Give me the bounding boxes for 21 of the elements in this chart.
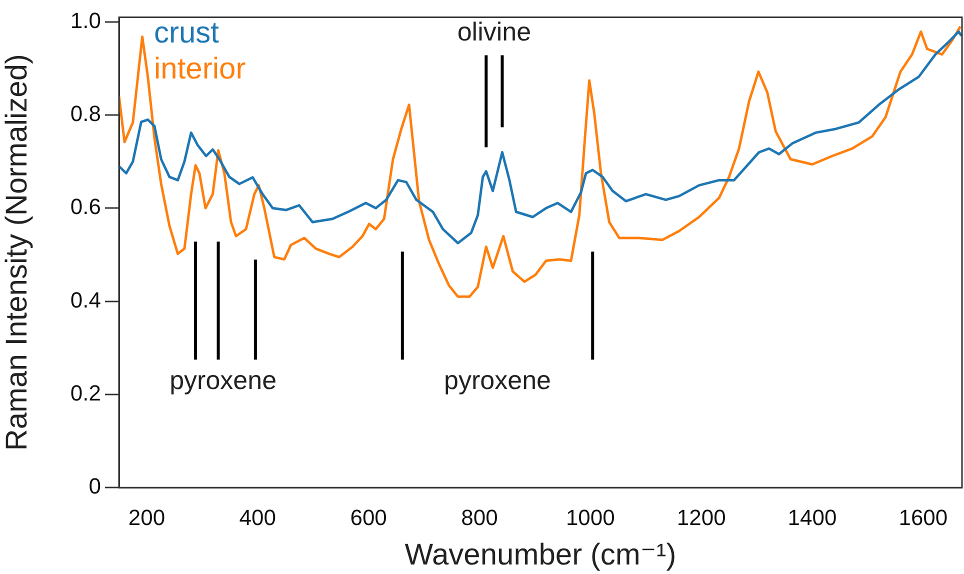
x-axis-title: Wavenumber (cm⁻¹)	[404, 538, 676, 572]
y-tick-label: 0.4	[70, 287, 101, 312]
x-tick-label: 400	[239, 504, 276, 530]
x-tick-label: 200	[128, 504, 166, 530]
x-tick-label: 1400	[788, 504, 837, 530]
y-tick-label: 1.0	[70, 8, 101, 33]
ref-line-label: pyroxene	[170, 364, 277, 395]
y-tick-label: 0.2	[70, 380, 101, 406]
y-tick-label: 0	[88, 474, 101, 499]
y-axis-title: Raman Intensity (Normalized)	[0, 54, 34, 451]
ref-line-label: olivine	[457, 16, 532, 46]
x-tick-label: 1600	[898, 504, 948, 530]
x-tick-label: 1000	[566, 504, 615, 530]
ref-line-label: pyroxene	[444, 364, 551, 395]
y-tick-label: 0.8	[70, 101, 101, 126]
x-tick-label: 600	[350, 504, 387, 530]
y-tick-label: 0.6	[70, 194, 101, 220]
x-tick-label: 1200	[676, 504, 726, 530]
text: crust	[154, 16, 220, 50]
series-label: interior	[154, 52, 246, 86]
x-tick-label: 800	[461, 504, 498, 530]
